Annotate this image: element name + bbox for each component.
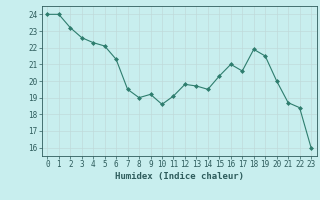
X-axis label: Humidex (Indice chaleur): Humidex (Indice chaleur) — [115, 172, 244, 181]
